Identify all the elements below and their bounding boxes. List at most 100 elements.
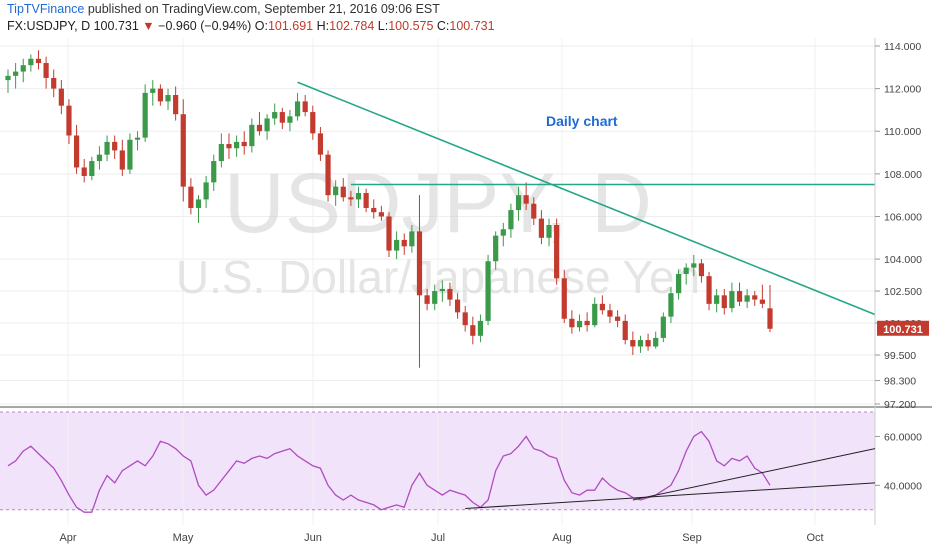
daily-chart-annotation[interactable]: Daily chart bbox=[546, 113, 618, 129]
price-tick-label: 112.000 bbox=[884, 84, 921, 96]
candle-body bbox=[759, 299, 765, 304]
candle bbox=[127, 133, 133, 174]
rsi-line[interactable] bbox=[7, 430, 771, 513]
candle-body bbox=[668, 293, 674, 317]
candle-body bbox=[333, 186, 339, 196]
candle bbox=[675, 269, 682, 300]
candle bbox=[607, 303, 613, 324]
rsi-rising-trendline[interactable] bbox=[632, 448, 876, 501]
candle-body bbox=[675, 274, 682, 294]
price-axis[interactable]: 114.000 112.000 110.000 108.000 106.000 104.0… bbox=[875, 41, 922, 411]
price-tick-label: 104.000 bbox=[884, 254, 922, 266]
candle bbox=[66, 99, 72, 145]
candle bbox=[317, 126, 324, 162]
candle-body bbox=[264, 118, 270, 132]
candle bbox=[592, 297, 598, 328]
candle-body bbox=[599, 303, 605, 311]
candle-body bbox=[203, 182, 209, 200]
candle-body bbox=[416, 231, 423, 296]
watermark-symbol: USDJPY, D bbox=[224, 156, 652, 250]
candle bbox=[272, 103, 278, 125]
candle-body bbox=[561, 278, 567, 319]
candle bbox=[340, 178, 346, 202]
candle-body bbox=[241, 141, 247, 147]
candle bbox=[51, 69, 57, 98]
candle bbox=[73, 124, 80, 174]
down-arrow-icon: ▼ bbox=[142, 19, 155, 33]
candle-body bbox=[81, 167, 87, 176]
rsi-tick-label: 60.0000 bbox=[884, 431, 922, 443]
candle bbox=[645, 333, 651, 351]
time-axis[interactable]: Apr May Jun Jul Aug Sep Oct bbox=[59, 532, 823, 544]
candle-body bbox=[378, 212, 384, 217]
candle bbox=[310, 105, 316, 140]
time-tick-label: Jun bbox=[304, 532, 322, 544]
brand-link[interactable]: TipTVFinance bbox=[7, 2, 85, 16]
candle-body bbox=[89, 161, 95, 176]
candle-body bbox=[386, 216, 392, 251]
price-tick-label: 110.000 bbox=[884, 126, 921, 138]
candle bbox=[112, 135, 118, 159]
candle-body bbox=[630, 340, 636, 347]
candle bbox=[714, 288, 720, 313]
candle-body bbox=[515, 195, 522, 211]
candle-body bbox=[371, 207, 377, 213]
symbol-label[interactable]: FX:USDJPY, D bbox=[7, 19, 91, 33]
candle-body bbox=[714, 295, 720, 304]
price-tick-label: 97.200 bbox=[884, 399, 916, 411]
price-tick-label: 99.500 bbox=[884, 350, 916, 362]
candle bbox=[622, 314, 628, 345]
candle bbox=[752, 291, 758, 306]
candle-body bbox=[424, 295, 430, 304]
candle-body bbox=[538, 218, 544, 238]
rsi-support-trendline[interactable] bbox=[465, 482, 876, 510]
published-header: TipTVFinance published on TradingView.co… bbox=[7, 2, 440, 16]
candle-body bbox=[736, 291, 743, 302]
candle bbox=[409, 225, 415, 253]
high-label: H: bbox=[316, 19, 330, 33]
low-value: 100.575 bbox=[388, 19, 434, 33]
candle bbox=[599, 295, 605, 315]
candle bbox=[81, 158, 87, 183]
candle bbox=[561, 269, 567, 324]
candle bbox=[43, 56, 49, 89]
candle-body bbox=[104, 141, 110, 155]
watermark-description: U.S. Dollar/Japanese Yen bbox=[176, 251, 700, 303]
candle bbox=[104, 135, 110, 162]
candle bbox=[508, 203, 514, 238]
candle-body bbox=[485, 261, 491, 321]
candle bbox=[515, 186, 522, 221]
candle-body bbox=[477, 320, 484, 336]
candle bbox=[691, 254, 697, 277]
time-tick-label: Apr bbox=[59, 532, 76, 544]
candle bbox=[294, 92, 301, 121]
candle bbox=[546, 218, 552, 247]
candle bbox=[538, 210, 544, 245]
time-tick-label: Sep bbox=[682, 532, 702, 544]
open-value: 101.691 bbox=[267, 19, 314, 33]
candle-body bbox=[188, 186, 194, 208]
candle bbox=[554, 218, 560, 285]
candle-body bbox=[500, 229, 506, 236]
candle bbox=[241, 131, 247, 155]
candle-body bbox=[180, 114, 186, 187]
candle-body bbox=[432, 291, 438, 304]
candle-body bbox=[721, 295, 727, 309]
descending-trendline[interactable] bbox=[297, 81, 876, 316]
candle-body bbox=[165, 95, 171, 102]
candle-body bbox=[35, 58, 42, 64]
candle bbox=[5, 69, 11, 93]
candle bbox=[630, 331, 636, 355]
candle bbox=[20, 58, 26, 83]
candle bbox=[28, 54, 34, 72]
rsi-axis[interactable]: 60.0000 40.0000 bbox=[875, 431, 922, 492]
candle-body bbox=[698, 263, 705, 277]
candle bbox=[576, 314, 583, 332]
candle bbox=[668, 286, 674, 324]
candle-body bbox=[51, 77, 57, 89]
candle bbox=[203, 175, 209, 208]
candle-body bbox=[340, 186, 346, 198]
price-tag-label: 100.731 bbox=[883, 324, 923, 336]
candle-body bbox=[454, 299, 461, 313]
